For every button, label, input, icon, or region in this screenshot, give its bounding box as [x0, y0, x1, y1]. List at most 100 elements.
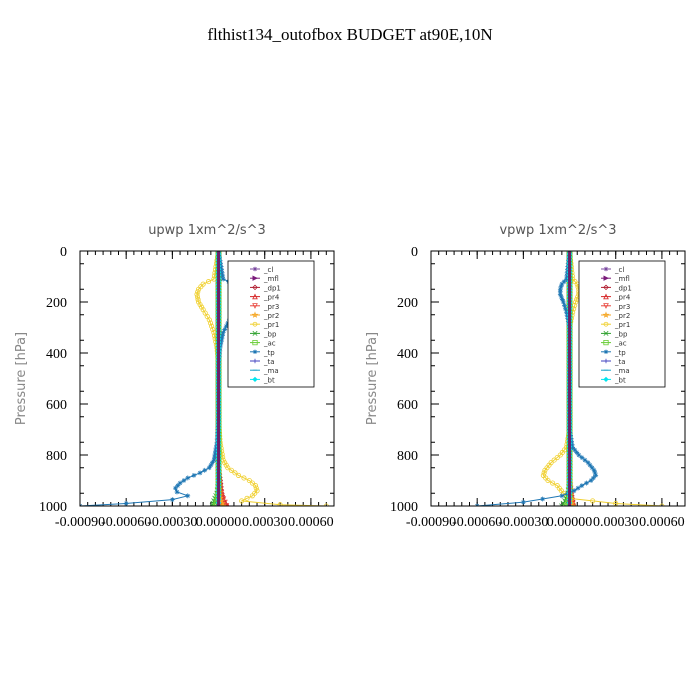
legend-label: _pr3	[263, 303, 279, 311]
y-axis-label: Pressure [hPa]	[365, 332, 380, 425]
legend-entry: _pr3	[250, 303, 279, 311]
data-point	[572, 302, 578, 308]
legend-label: _ma	[614, 367, 630, 375]
chart-panels: upwp 1xm^2/s^3 Pressure [hPa] 0 200 400 600 80…	[14, 223, 686, 530]
legend-entry: _pr3	[601, 303, 630, 311]
legend-label: _pr2	[614, 312, 630, 320]
data-point	[214, 442, 219, 448]
series-group	[80, 251, 329, 506]
chart-panel-1: upwp 1xm^2/s^3 Pressure [hPa] 0 200 400 600 80…	[14, 223, 335, 530]
data-point	[241, 475, 247, 481]
y-tick-label: 1000	[39, 500, 67, 515]
data-point	[542, 467, 548, 473]
legend-marker	[252, 358, 258, 364]
data-point	[181, 478, 187, 483]
data-point	[173, 485, 178, 491]
data-point	[169, 497, 175, 503]
legend-marker	[603, 339, 609, 346]
y-tick-label: 400	[397, 347, 418, 362]
data-point	[558, 284, 564, 290]
legend-entry: _dp1	[250, 284, 281, 292]
legend: _cl_mfl_dp1_pr4_pr3_pr2_pr1_bp_ac_tp_ta_…	[227, 260, 315, 388]
legend-marker	[252, 284, 258, 291]
legend-label: _dp1	[614, 284, 632, 292]
data-point	[277, 502, 283, 506]
data-point	[558, 294, 564, 300]
y-tick-label: 0	[411, 245, 418, 260]
plot-frame	[79, 250, 335, 507]
x-tick-label: -0.00090	[55, 515, 105, 530]
legend-marker	[603, 330, 609, 336]
data-point	[219, 267, 225, 273]
data-point	[572, 447, 578, 453]
x-tick-label: -0.00030	[498, 515, 548, 530]
data-point	[244, 495, 250, 501]
legend-marker	[603, 303, 609, 309]
data-point	[564, 273, 570, 279]
legend-entry: _mfl	[601, 275, 630, 283]
data-point	[560, 299, 566, 305]
x-tick-label: -0.00090	[406, 515, 456, 530]
data-point	[559, 493, 565, 499]
data-point	[579, 455, 585, 460]
data-point	[564, 312, 570, 318]
legend-entry: _pr1	[250, 321, 279, 329]
legend-label: _pr3	[614, 303, 630, 311]
data-point	[239, 498, 245, 504]
data-point	[212, 454, 217, 460]
data-point	[212, 503, 219, 506]
data-point	[205, 279, 212, 285]
chart-panel-2: vpwp 1xm^2/s^3 Pressure [hPa] 0 200 400 600 80…	[365, 223, 686, 530]
data-point	[195, 289, 201, 295]
legend-entry: _pr2	[250, 311, 279, 320]
x-tick-label: 0.00000	[196, 515, 242, 530]
legend-entry: _cl	[250, 266, 273, 274]
legend-label: _bt	[263, 376, 275, 384]
legend-entry: _bp	[601, 330, 628, 338]
data-point	[220, 276, 226, 282]
legend-label: _cl	[614, 266, 624, 274]
data-point	[573, 299, 579, 305]
legend-label: _tp	[263, 349, 275, 357]
legend-label: _ac	[263, 340, 276, 348]
legend-entry: _pr1	[601, 321, 630, 329]
data-point	[588, 478, 594, 483]
data-point	[564, 309, 569, 315]
data-point	[582, 457, 588, 463]
data-point	[225, 465, 231, 471]
data-point	[208, 462, 214, 468]
legend-label: _pr1	[614, 321, 630, 329]
data-point	[575, 485, 581, 491]
data-point	[545, 477, 551, 484]
legend-entry: _bt	[250, 376, 275, 384]
data-point	[585, 460, 591, 466]
legend-marker	[252, 303, 258, 309]
x-tick-label: 0.00030	[593, 515, 639, 530]
data-point	[569, 441, 575, 447]
legend-marker	[252, 321, 258, 327]
data-point	[551, 457, 557, 463]
data-point	[220, 333, 225, 339]
data-point	[232, 470, 238, 476]
y-ticks: 0 200 400 600 800 1000	[39, 245, 334, 515]
data-point	[199, 304, 205, 310]
legend-label: _bt	[614, 376, 626, 384]
y-axis-label: Pressure [hPa]	[14, 332, 29, 425]
x-tick-label: -0.00030	[147, 515, 197, 530]
legend-entry: _ac	[250, 340, 276, 348]
legend-marker	[603, 321, 609, 327]
legend-entry: _ma	[601, 367, 630, 375]
data-point	[252, 483, 259, 489]
data-point	[253, 485, 259, 491]
data-point	[194, 294, 201, 300]
y-tick-label: 600	[46, 398, 67, 413]
data-point	[223, 462, 229, 468]
legend-entry: _dp1	[601, 284, 632, 292]
legend-entry: _pr4	[250, 293, 280, 302]
legend-entry: _pr4	[601, 293, 631, 302]
legend-entry: _bt	[601, 376, 626, 384]
data-point	[559, 281, 565, 287]
data-point	[592, 470, 598, 476]
legend-label: _pr1	[263, 321, 279, 329]
